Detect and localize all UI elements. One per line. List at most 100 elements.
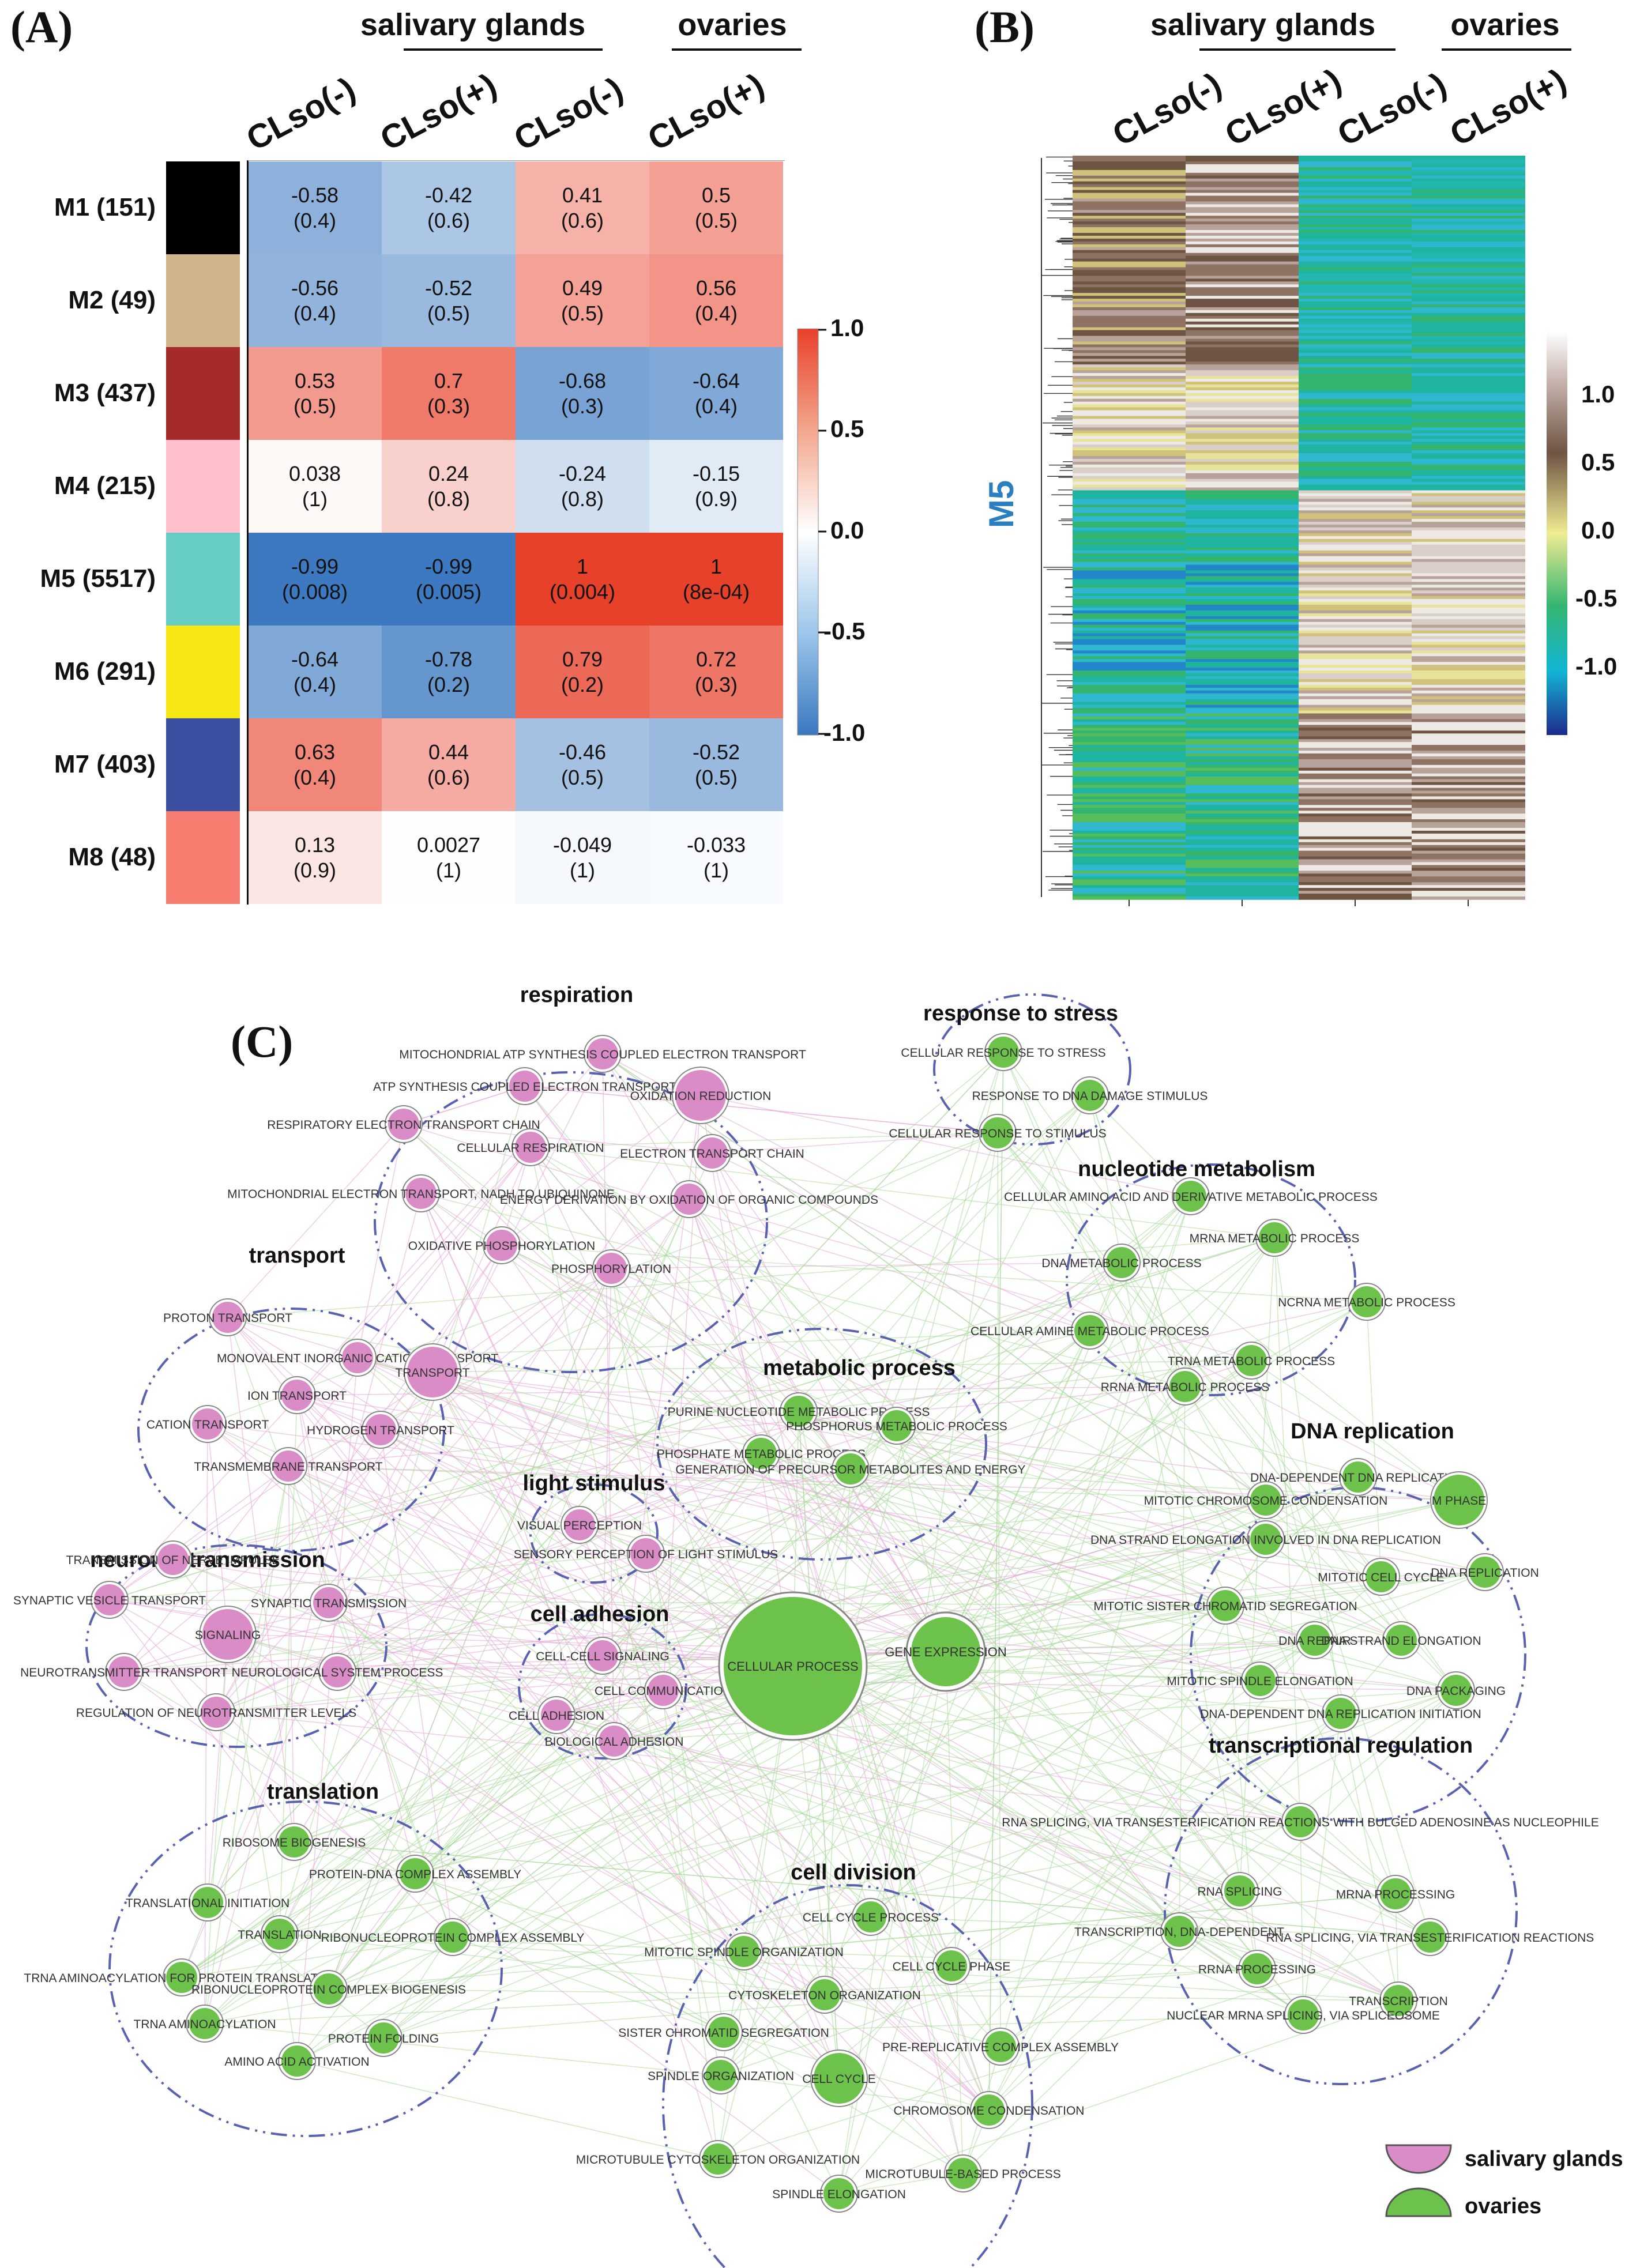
cell-correlation: 1 (710, 554, 723, 578)
network-node (192, 1887, 223, 1918)
panel-b-heatmap-row-segment (1073, 210, 1186, 214)
panel-b-heatmap-row-segment (1186, 210, 1299, 214)
panel-b-heatmap-row-segment (1186, 364, 1299, 368)
panel-b-heatmap-row-segment (1299, 353, 1412, 357)
panel-b-heatmap-row-segment (1412, 439, 1525, 442)
cell-pvalue: (0.5) (293, 394, 337, 418)
panel-b-heatmap-row-segment (1186, 381, 1299, 385)
panel-b-heatmap-row-segment (1299, 819, 1412, 823)
network-node (1342, 1461, 1374, 1493)
panel-b-heatmap-row-segment (1186, 896, 1299, 900)
panel-b-heatmap-row-segment (1299, 210, 1412, 214)
panel-b-heatmap-row-segment (1412, 862, 1525, 866)
network-node (313, 1973, 344, 2005)
network-node (541, 1700, 572, 1731)
cell-pvalue: (0.8) (427, 487, 471, 511)
panel-b-heatmap-row-segment (1073, 530, 1186, 534)
panel-b-heatmap-row-segment (1412, 324, 1525, 328)
network-node (437, 1922, 468, 1953)
panel-b-heatmap-row-segment (1299, 751, 1412, 754)
panel-b-heatmap-row-segment (1186, 479, 1299, 483)
panel-b-heatmap-row-segment (1299, 407, 1412, 411)
network-edge (501, 1095, 701, 1246)
panel-b-heatmap-row-segment (1299, 450, 1412, 454)
panel-b-heatmap-row-segment (1073, 619, 1186, 623)
panel-b-heatmap-row-segment (1412, 767, 1525, 771)
panel-b-heatmap-row-segment (1186, 538, 1299, 542)
network-node-label: PROTON TRANSPORT (163, 1312, 292, 1325)
panel-b-heatmap-row-segment (1073, 250, 1186, 254)
panel-b-heatmap-row-segment (1412, 579, 1525, 583)
panel-b-heatmap-row-segment (1299, 184, 1412, 188)
cluster-title: respiration (520, 983, 633, 1007)
panel-b-heatmap-row-segment (1073, 896, 1186, 900)
panel-b-heatmap-row-segment (1073, 627, 1186, 631)
network-node (973, 2094, 1005, 2126)
network-edge (109, 1465, 289, 1600)
panel-b-heatmap-row-segment (1186, 825, 1299, 828)
panel-b-heatmap-row-segment (1186, 564, 1299, 568)
panel-b-heatmap-row-segment (1299, 602, 1412, 605)
network-edge (530, 1147, 1266, 1540)
panel-b-heatmap-row-segment (1299, 599, 1412, 602)
panel-b-heatmap-row-segment (1073, 264, 1186, 268)
panel-b-heatmap-row-segment (1073, 276, 1186, 280)
panel-b-heatmap-row-segment (1186, 576, 1299, 580)
panel-b-heatmap-row-segment (1073, 842, 1186, 846)
network-edge (207, 1666, 793, 1903)
panel-b-heatmap-row-segment (1412, 762, 1525, 766)
panel-b-heatmap-row-segment (1412, 493, 1525, 497)
panel-b-heatmap-row-segment (1073, 687, 1186, 691)
panel-b-heatmap-row-segment (1073, 293, 1186, 296)
heatmap-cell: 0.24 (0.8) (382, 440, 516, 533)
network-node-label: AMINO ACID ACTIVATION (224, 2055, 369, 2069)
panel-b-heatmap-row-segment (1186, 639, 1299, 643)
network-node-label: TRANSMISSION OF NERVE IMPULSE (66, 1554, 280, 1567)
panel-b-heatmap-row-segment (1186, 221, 1299, 225)
panel-b-heatmap-row-segment (1412, 544, 1525, 548)
panel-b-heatmap-row-segment (1186, 819, 1299, 823)
panel-b-heatmap-row-segment (1412, 811, 1525, 814)
panel-b-heatmap-row-segment (1073, 596, 1186, 600)
heatmap-cell: -0.46 (0.5) (516, 718, 649, 811)
panel-b-heatmap-row-segment (1412, 773, 1525, 777)
network-edge (207, 1423, 1382, 1577)
network-edge (761, 1453, 946, 1652)
panel-b-heatmap-row-segment (1073, 175, 1186, 179)
panel-b-heatmap-row-segment (1186, 808, 1299, 811)
panel-b-heatmap-row-segment (1299, 816, 1412, 820)
panel-b-heatmap-row-segment (1186, 276, 1299, 280)
heatmap-cell: 0.53 (0.5) (248, 347, 382, 440)
panel-b-heatmap-row-segment (1186, 387, 1299, 391)
network-edge (216, 1268, 612, 1713)
panel-b-heatmap-row-segment (1186, 613, 1299, 617)
network-node-label: OXIDATION REDUCTION (630, 1090, 772, 1103)
panel-b-heatmap-row-segment (1299, 839, 1412, 843)
panel-b-heatmap-row-segment (1412, 742, 1525, 745)
panel-b-heatmap-row-segment (1299, 538, 1412, 542)
panel-b-heatmap-row-segment (1186, 610, 1299, 614)
panel-b-heatmap-row-segment (1299, 507, 1412, 511)
panel-b-heatmap-row-segment (1073, 585, 1186, 588)
panel-b-heatmap-row-segment (1299, 704, 1412, 709)
panel-b-heatmap-row-segment (1412, 232, 1525, 236)
panel-b-heatmap-row-segment (1186, 356, 1299, 360)
heatmap-cell: -0.64 (0.4) (649, 347, 783, 440)
cluster-boundary (1066, 1163, 1356, 1396)
panel-b-heatmap-row-segment (1073, 370, 1186, 374)
panel-b-heatmap-row-segment (1186, 519, 1299, 522)
network-edge (792, 1666, 1396, 1894)
panel-b-heatmap-row-segment (1073, 642, 1186, 646)
panel-b-heatmap-row-segment (1186, 413, 1299, 417)
panel-b-heatmap-row-segment (1299, 204, 1412, 208)
panel-b-heatmap-row-segment (1299, 321, 1412, 325)
panel-b-heatmap-row-segment (1299, 847, 1412, 852)
cluster-title: DNA replication (1291, 1419, 1454, 1444)
panel-b-heatmap-row-segment (1073, 853, 1186, 857)
panel-b-heatmap-row-segment (1412, 562, 1525, 566)
cell-pvalue: (0.3) (561, 394, 604, 418)
network-node-label: GENERATION OF PRECURSOR METABOLITES AND … (675, 1463, 1025, 1476)
panel-b-heatmap-row-segment (1073, 487, 1186, 491)
panel-b-heatmap-row-segment (1186, 410, 1299, 414)
panel-b-heatmap-row-segment (1186, 373, 1299, 376)
